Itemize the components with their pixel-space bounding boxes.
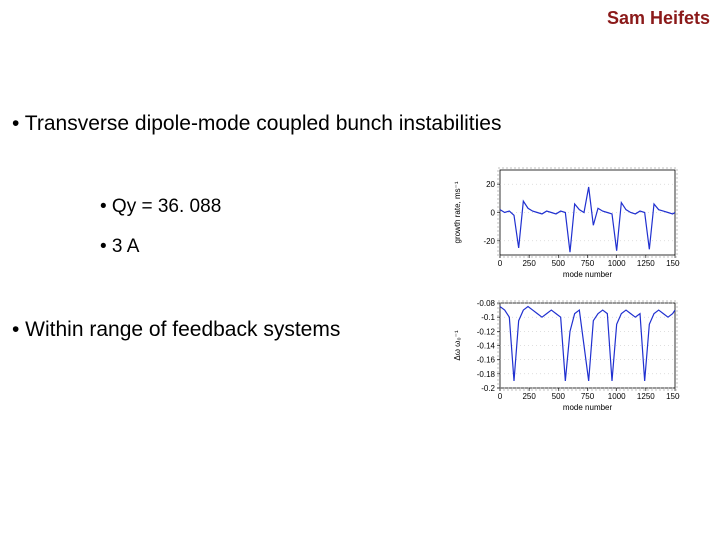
chart-domega: -0.08 -0.1 -0.12 -0.14 -0.16 -0.18 -0.20 250 500… — [450, 298, 680, 418]
svg-text:750: 750 — [581, 259, 595, 268]
svg-text:250: 250 — [522, 259, 536, 268]
svg-text:0: 0 — [498, 392, 503, 401]
bullet-sub-1: • Qy = 36. 088 — [100, 196, 221, 218]
svg-text:1500: 1500 — [666, 392, 680, 401]
bullet-main-1: • Transverse dipole-mode coupled bunch i… — [12, 112, 501, 136]
svg-text:-0.12: -0.12 — [477, 327, 496, 336]
svg-text:-0.14: -0.14 — [477, 342, 496, 351]
svg-text:20: 20 — [486, 180, 495, 189]
svg-text:250: 250 — [522, 392, 536, 401]
svg-text:-0.1: -0.1 — [481, 313, 495, 322]
svg-text:0: 0 — [491, 209, 496, 218]
svg-text:1500: 1500 — [666, 259, 680, 268]
svg-text:-20: -20 — [483, 237, 495, 246]
svg-text:500: 500 — [552, 392, 566, 401]
svg-text:-0.2: -0.2 — [481, 384, 495, 393]
svg-text:Δω ω₀⁻¹: Δω ω₀⁻¹ — [453, 330, 462, 361]
svg-text:1250: 1250 — [637, 259, 655, 268]
svg-text:500: 500 — [552, 259, 566, 268]
svg-text:1250: 1250 — [637, 392, 655, 401]
svg-text:-0.18: -0.18 — [477, 370, 496, 379]
svg-text:-0.08: -0.08 — [477, 299, 496, 308]
svg-text:mode number: mode number — [563, 403, 613, 412]
svg-text:1000: 1000 — [608, 259, 626, 268]
svg-text:1000: 1000 — [608, 392, 626, 401]
svg-text:growth rate, ms⁻¹: growth rate, ms⁻¹ — [453, 181, 462, 243]
bullet-sub-2: • 3 A — [100, 236, 139, 258]
svg-text:0: 0 — [498, 259, 503, 268]
bullet-main-2: • Within range of feedback systems — [12, 318, 340, 342]
svg-text:750: 750 — [581, 392, 595, 401]
svg-text:mode number: mode number — [563, 270, 613, 279]
chart-growth-rate: -20 0 20 0 250 500 750 1000 1250 1500 mode number g… — [450, 165, 680, 285]
author-name: Sam Heifets — [607, 8, 710, 29]
svg-text:-0.16: -0.16 — [477, 356, 496, 365]
